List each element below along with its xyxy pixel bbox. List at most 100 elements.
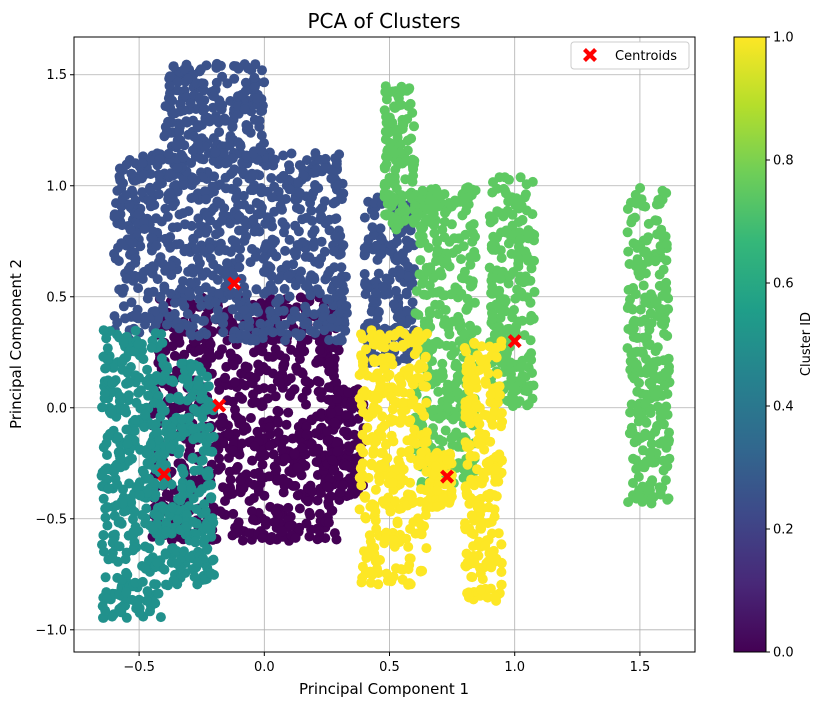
point — [114, 541, 125, 552]
point — [122, 368, 133, 378]
point — [365, 566, 376, 577]
point — [414, 269, 425, 280]
point — [251, 397, 261, 408]
point — [148, 420, 159, 431]
point — [403, 564, 414, 575]
point — [503, 278, 514, 289]
point — [632, 242, 643, 253]
point — [388, 146, 399, 157]
point — [503, 196, 514, 207]
point — [143, 380, 154, 391]
point — [392, 236, 402, 247]
point — [201, 194, 211, 205]
point — [470, 374, 481, 385]
point — [306, 272, 317, 283]
point — [437, 366, 448, 377]
point — [496, 579, 507, 590]
point — [169, 350, 180, 361]
point — [355, 443, 366, 454]
centroid-marker — [507, 334, 522, 349]
point — [250, 251, 261, 262]
legend-box — [570, 41, 690, 70]
point — [149, 200, 160, 210]
point — [212, 274, 223, 285]
point — [133, 283, 144, 294]
point — [229, 73, 240, 84]
point — [404, 578, 415, 589]
point — [427, 287, 438, 298]
point — [232, 288, 243, 299]
point — [406, 133, 417, 144]
point — [144, 543, 155, 554]
point — [440, 425, 451, 436]
point — [406, 491, 417, 502]
point — [241, 424, 252, 434]
point — [165, 168, 176, 179]
point — [177, 297, 188, 308]
point — [312, 284, 323, 295]
point — [189, 465, 200, 476]
point — [377, 411, 388, 422]
point — [487, 309, 498, 320]
point — [193, 264, 204, 275]
point — [326, 313, 337, 324]
x-axis-label: Principal Component 1 — [299, 680, 469, 698]
point — [359, 243, 370, 254]
point — [284, 184, 295, 195]
point — [161, 489, 172, 500]
point — [119, 403, 130, 414]
point — [437, 358, 448, 369]
point — [193, 120, 204, 131]
point — [129, 426, 140, 436]
point — [165, 442, 176, 453]
point — [178, 468, 189, 479]
point — [140, 409, 150, 420]
point — [641, 389, 652, 400]
point — [120, 554, 131, 565]
point — [118, 337, 129, 348]
point — [406, 374, 416, 384]
point — [456, 254, 466, 265]
point — [266, 532, 277, 542]
point — [280, 221, 291, 231]
point — [491, 351, 502, 362]
point — [192, 432, 203, 443]
point — [369, 210, 380, 221]
point — [202, 543, 213, 554]
point — [248, 185, 258, 196]
point — [384, 275, 395, 286]
point — [322, 435, 333, 446]
point — [238, 224, 249, 235]
point — [254, 121, 265, 132]
point — [475, 522, 486, 533]
point — [418, 380, 429, 391]
point — [470, 231, 480, 242]
point — [179, 140, 190, 151]
point — [323, 517, 334, 528]
point — [462, 588, 473, 599]
point — [172, 162, 183, 173]
point — [314, 377, 325, 388]
point — [242, 362, 253, 373]
x-axis-ticks: −0.5 0.0 0.5 1.0 1.5 — [123, 652, 650, 675]
point — [252, 426, 263, 437]
point — [526, 310, 537, 321]
point — [186, 392, 197, 403]
point — [172, 330, 183, 341]
point — [402, 145, 413, 156]
point — [179, 64, 190, 75]
point — [193, 213, 204, 224]
point — [180, 219, 190, 230]
y-tick-label: 0.5 — [46, 290, 67, 305]
point — [177, 491, 188, 502]
point — [412, 403, 423, 414]
y-tick-label: 1.0 — [46, 179, 67, 194]
point — [236, 89, 247, 100]
colorbar-tick-label: 0.2 — [773, 523, 794, 538]
point — [499, 185, 510, 196]
point — [437, 224, 448, 235]
point — [381, 94, 392, 105]
point — [401, 214, 411, 225]
point — [462, 302, 473, 313]
